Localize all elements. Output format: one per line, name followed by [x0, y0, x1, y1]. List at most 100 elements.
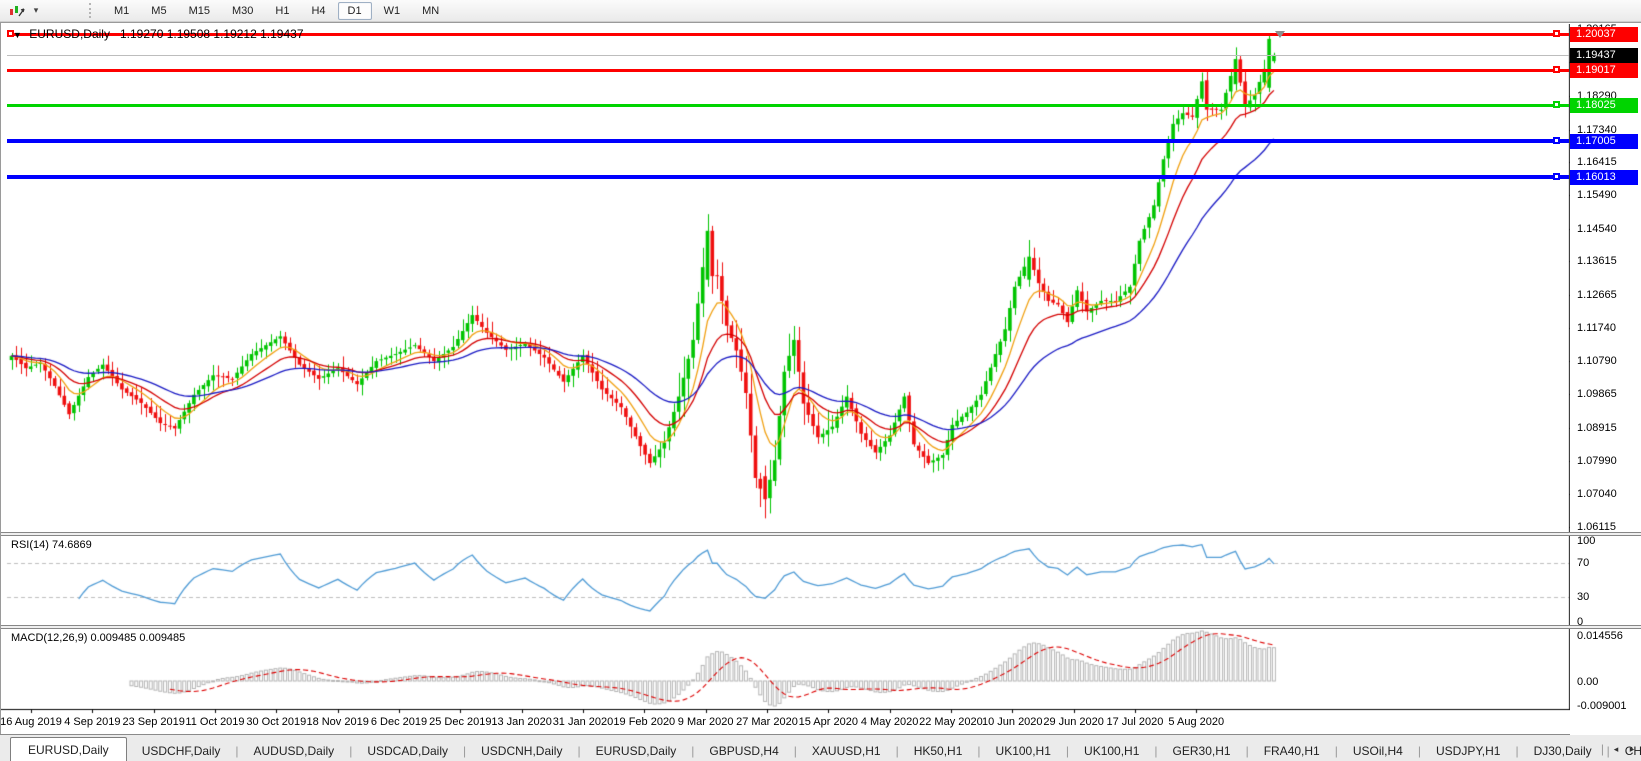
chart-tab-ger30-h1[interactable]: GER30,H1	[1172, 743, 1231, 758]
price-axis-tick-label: 1.12665	[1577, 289, 1617, 302]
tab-separator: |	[463, 743, 467, 758]
timeframe-button-M15[interactable]: M15	[188, 4, 210, 17]
price-axis-tick-label: 1.17340	[1577, 123, 1617, 136]
chart-symbol-period: EURUSD,Daily	[29, 27, 110, 41]
tab-scroll-left-icon[interactable]: ◂	[1613, 743, 1619, 754]
timeframe-button-H4[interactable]: H4	[311, 4, 326, 17]
line-anchor-handle[interactable]	[1553, 173, 1560, 180]
chart-tab-uk100-h1[interactable]: UK100,H1	[995, 743, 1051, 758]
date-axis-label: 15 Apr 2020	[798, 716, 858, 728]
chart-tab-xauusd-h1[interactable]: XAUUSD,H1	[811, 743, 881, 758]
tab-separator: |	[1245, 743, 1249, 758]
chart-shift-marker-icon[interactable]	[1274, 31, 1285, 38]
tab-nav-separator: |	[1600, 742, 1604, 756]
chart-tab-usdchf-daily[interactable]: USDCHF,Daily	[141, 743, 221, 758]
chart-tab-usoil-h4[interactable]: USOil,H4	[1352, 743, 1403, 758]
tab-separator: |	[691, 743, 695, 758]
timeframe-button-MN[interactable]: MN	[422, 4, 440, 17]
crosshair-cursor-icon[interactable]	[3, 1, 29, 21]
horizontal-level-line-1.18025[interactable]	[7, 104, 1569, 107]
current-price-line	[7, 55, 1569, 56]
chart-tab-dj30-daily[interactable]: DJ30,Daily	[1533, 743, 1592, 758]
timeframe-button-D1[interactable]: D1	[337, 1, 372, 20]
macd-label: MACD(12,26,9) 0.009485 0.009485	[11, 632, 186, 644]
chart-tab-fra40-h1[interactable]: FRA40,H1	[1263, 743, 1320, 758]
rsi-scale-label: 70	[1577, 556, 1590, 569]
price-axis-tick-label: 1.06115	[1577, 521, 1616, 534]
date-axis-label: 16 Aug 2019	[0, 716, 62, 728]
tab-separator: |	[235, 743, 239, 758]
chart-tab-uk100-h1[interactable]: UK100,H1	[1084, 743, 1140, 758]
horizontal-level-line-1.20037[interactable]	[7, 33, 1569, 36]
rsi-scale-label: 0	[1577, 616, 1584, 628]
date-axis-label: 4 Sep 2019	[64, 716, 121, 728]
line-anchor-handle[interactable]	[1553, 30, 1560, 37]
current-price-badge: 1.19437	[1570, 48, 1638, 64]
timeframe-button-group: M1 M5 M15 M30 H1 H4 D1 W1 MN	[103, 1, 450, 20]
chart-tab-china300-h1[interactable]: CHINA300,H1	[1624, 743, 1641, 758]
tab-separator: |	[1606, 743, 1610, 758]
chart-tab-eurusd-daily[interactable]: EURUSD,Daily	[595, 743, 677, 758]
date-axis-label: 27 Mar 2020	[736, 716, 798, 728]
date-axis-label: 17 Jul 2020	[1106, 716, 1164, 728]
line-anchor-handle[interactable]	[1553, 66, 1560, 73]
tab-separator: |	[1065, 743, 1070, 758]
horizontal-level-line-1.17005[interactable]	[7, 139, 1569, 143]
price-level-badge: 1.20037	[1570, 27, 1638, 42]
price-axis-tick-label: 1.16415	[1577, 156, 1617, 169]
horizontal-level-line-1.19017[interactable]	[7, 69, 1569, 72]
tab-separator: |	[577, 743, 581, 758]
panel-splitter-macd[interactable]	[1, 625, 1641, 629]
tab-separator: |	[1417, 743, 1421, 758]
tab-separator: |	[1515, 743, 1519, 758]
price-level-badge: 1.19017	[1570, 63, 1638, 79]
horizontal-level-line-1.16013[interactable]	[7, 175, 1569, 179]
date-axis-label: 5 Aug 2020	[1168, 716, 1225, 728]
price-axis-tick-label: 1.07040	[1577, 488, 1617, 501]
price-axis-tick-label: 1.08915	[1577, 421, 1617, 434]
chart-tab-usdcad-daily[interactable]: USDCAD,Daily	[367, 743, 448, 758]
timeframe-button-M30[interactable]: M30	[231, 4, 254, 17]
tab-separator: |	[1334, 743, 1338, 758]
date-axis-label: 18 Nov 2019	[306, 716, 369, 728]
date-axis-label: 22 May 2020	[919, 716, 983, 728]
timeframe-button-M5[interactable]: M5	[151, 4, 167, 17]
chart-tab-gbpusd-h4[interactable]: GBPUSD,H4	[709, 743, 779, 758]
price-level-badge: 1.17005	[1570, 134, 1638, 150]
chart-window: ▼ EURUSD,Daily 1.19270 1.19508 1.19212 1…	[0, 22, 1641, 735]
tab-separator: |	[895, 743, 899, 758]
price-axis: 1.201651.192401.182901.173401.164151.154…	[1570, 23, 1641, 735]
rsi-scale-label: 100	[1577, 535, 1596, 547]
chart-tool-group: ▾	[0, 0, 43, 22]
chart-tab-audusd-daily[interactable]: AUDUSD,Daily	[253, 743, 335, 758]
chart-tab-usdcnh-daily[interactable]: USDCNH,Daily	[481, 743, 563, 758]
mini-chart-icon	[9, 5, 25, 16]
chart-tab-usdjpy-h1[interactable]: USDJPY,H1	[1435, 743, 1501, 758]
date-axis-label: 31 Jan 2020	[552, 716, 614, 728]
tab-scroll-right-icon[interactable]: ▸	[1629, 743, 1635, 754]
price-axis-tick-label: 1.07990	[1577, 454, 1617, 467]
tab-separator: |	[349, 743, 353, 758]
panel-splitter-rsi[interactable]	[1, 532, 1641, 536]
title-marker-icon: ▼	[13, 30, 22, 40]
date-axis-label: 9 Mar 2020	[677, 716, 734, 728]
line-anchor-handle[interactable]	[1553, 137, 1560, 144]
price-level-badge: 1.18025	[1570, 98, 1638, 114]
price-level-badge: 1.16013	[1570, 169, 1638, 185]
timeframe-button-H1[interactable]: H1	[275, 4, 290, 17]
timeframe-button-W1[interactable]: W1	[383, 4, 401, 17]
line-anchor-handle[interactable]	[1553, 101, 1560, 108]
chart-tab-hk50-h1[interactable]: HK50,H1	[913, 743, 963, 758]
toolbar-grip[interactable]	[89, 3, 93, 18]
timeframe-button-M1[interactable]: M1	[114, 4, 130, 17]
tab-separator: |	[793, 743, 797, 758]
date-axis-label: 19 Feb 2020	[613, 716, 676, 728]
chart-tab-eurusd-daily[interactable]: EURUSD,Daily	[10, 737, 127, 761]
tool-dropdown-arrow-icon[interactable]: ▾	[33, 5, 39, 15]
price-axis-tick-label: 1.09865	[1577, 388, 1617, 401]
date-axis-label: 25 Dec 2019	[429, 716, 492, 728]
date-axis-label: 10 Jun 2020	[981, 716, 1043, 728]
price-axis-tick-label: 1.13615	[1577, 255, 1617, 268]
line-anchor-handle[interactable]	[7, 30, 14, 37]
